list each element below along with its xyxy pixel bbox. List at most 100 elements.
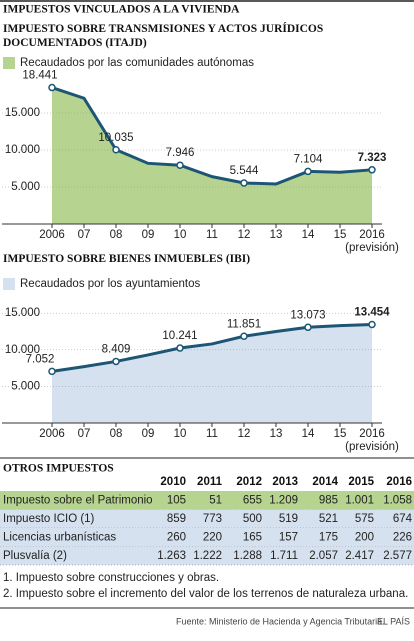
- note: 1. Impuesto sobre construcciones y obras…: [3, 572, 219, 584]
- data-label: 7.323: [358, 152, 387, 164]
- column-header: 2012: [236, 476, 262, 488]
- x-tick-label: 11: [206, 229, 218, 241]
- x-tick-label: 2016: [359, 229, 385, 241]
- table-cell: 859: [167, 513, 186, 525]
- x-tick-label: 15: [334, 428, 347, 440]
- table-cell: 220: [203, 531, 222, 543]
- column-header: 2014: [312, 476, 338, 488]
- table-cell: 1.058: [383, 494, 412, 506]
- column-header: 2010: [160, 476, 186, 488]
- table-cell: 105: [167, 494, 186, 506]
- y-tick-label: 5.000: [11, 181, 40, 193]
- x-tick-label: 12: [238, 428, 251, 440]
- legend-swatch: [3, 278, 15, 290]
- x-tick-label: 07: [78, 229, 91, 241]
- table-cell: 226: [393, 531, 412, 543]
- table-cell: 2.577: [383, 550, 412, 562]
- table-cell: 1.711: [270, 550, 298, 562]
- x-tick-label: 12: [238, 229, 251, 241]
- table-cell: 2.057: [309, 550, 338, 562]
- point: [368, 320, 376, 329]
- line: [51, 323, 373, 373]
- y-tick-label: 15.000: [5, 107, 40, 119]
- table-cell: 1.222: [193, 550, 222, 562]
- column-header: 2011: [197, 476, 223, 488]
- legend-label: Recaudados por los ayuntamientos: [20, 278, 201, 290]
- table-row: [0, 491, 414, 510]
- table-cell: 1.263: [157, 550, 186, 562]
- row-label: Licencias urbanísticas: [3, 531, 116, 543]
- x-tick-label: 2016: [359, 428, 385, 440]
- legend-label: Recaudados por las comunidades autónomas: [20, 57, 254, 69]
- row-label: Plusvalía (2): [3, 550, 67, 562]
- chart-title: IMPUESTO SOBRE BIENES INMUEBLES (IBI): [3, 253, 251, 265]
- table-cell: 521: [319, 513, 338, 525]
- data-label: 13.073: [290, 309, 325, 321]
- table-row: [0, 546, 414, 565]
- table-cell: 500: [243, 513, 262, 525]
- x-tick-label: 13: [270, 428, 283, 440]
- source: Fuente: Ministerio de Hacienda y Agencia…: [176, 616, 385, 626]
- annotation: (previsión): [345, 441, 399, 453]
- legend-swatch: [3, 57, 15, 69]
- x-tick-label: 13: [270, 229, 283, 241]
- row-label: Impuesto sobre el Patrimonio: [3, 494, 153, 506]
- chart-title: IMPUESTO SOBRE TRANSMISIONES Y ACTOS JUR…: [3, 23, 324, 49]
- table-cell: 260: [167, 531, 186, 543]
- x-tick-label: 08: [110, 428, 123, 440]
- point: [112, 357, 120, 366]
- area: [52, 324, 372, 423]
- table-row: [0, 528, 414, 547]
- x-tick-label: 09: [142, 229, 155, 241]
- table-title: OTROS IMPUESTOS: [3, 463, 114, 475]
- y-tick-label: 5.000: [11, 380, 40, 392]
- table-cell: 2.417: [345, 550, 374, 562]
- table-cell: 1.001: [345, 494, 374, 506]
- point: [176, 344, 184, 352]
- data-label: 7.052: [26, 353, 55, 365]
- x-tick-label: 11: [206, 428, 218, 440]
- point: [240, 179, 248, 187]
- note: 2. Impuesto sobre el incremento del valo…: [3, 588, 408, 600]
- page-title: IMPUESTOS VINCULADOS A LA VIVIENDA: [3, 4, 240, 16]
- column-header: 2016: [386, 476, 412, 488]
- table-cell: 200: [355, 531, 374, 543]
- x-tick-label: 15: [334, 229, 347, 241]
- table-cell: 51: [209, 494, 222, 506]
- x-tick-label: 14: [302, 229, 315, 241]
- table-cell: 674: [393, 513, 413, 525]
- x-tick-label: 2006: [39, 229, 65, 241]
- point: [48, 83, 56, 92]
- x-tick-label: 10: [174, 428, 187, 440]
- point: [112, 145, 120, 154]
- point: [368, 166, 376, 174]
- data-label: 10.035: [98, 132, 133, 144]
- data-label: 7.104: [294, 153, 323, 165]
- x-tick-label: 14: [302, 428, 315, 440]
- point: [304, 323, 312, 332]
- data-label: 5.544: [230, 165, 259, 177]
- column-header: 2015: [348, 476, 374, 488]
- row-label: Impuesto ICIO (1): [3, 513, 95, 525]
- area: [52, 87, 372, 225]
- annotation: (previsión): [345, 242, 399, 254]
- y-tick-label: 10.000: [5, 344, 40, 356]
- table-cell: 655: [243, 494, 262, 506]
- data-label: 8.409: [102, 343, 131, 355]
- column-header: 2013: [272, 476, 298, 488]
- x-tick-label: 10: [174, 229, 187, 241]
- table-row: [0, 509, 414, 528]
- x-tick-label: 08: [110, 229, 123, 241]
- x-tick-label: 07: [78, 428, 91, 440]
- table-cell: 1.209: [269, 494, 298, 506]
- data-label: 10.241: [162, 330, 197, 342]
- point: [304, 167, 312, 176]
- x-tick-label: 2006: [39, 428, 65, 440]
- table-cell: 165: [243, 531, 262, 543]
- table-cell: 985: [319, 494, 338, 506]
- y-tick-label: 15.000: [5, 307, 40, 319]
- data-label: 11.851: [227, 318, 261, 330]
- y-tick-label: 10.000: [5, 144, 40, 156]
